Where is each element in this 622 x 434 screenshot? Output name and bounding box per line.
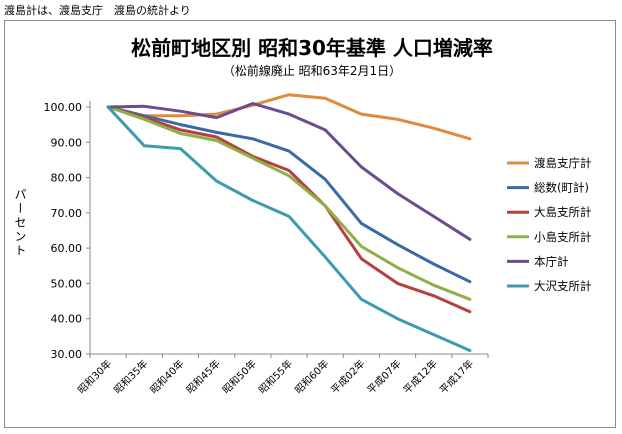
chart-subtitle: （松前線廃止 昭和63年2月1日） bbox=[223, 63, 401, 78]
y-tick-label: 100.00 bbox=[44, 101, 83, 114]
series-line-6 bbox=[106, 105, 472, 352]
x-tick-label: 平成07年 bbox=[364, 357, 403, 396]
series-line-1 bbox=[106, 93, 472, 141]
x-tick-label: 昭和40年 bbox=[147, 357, 186, 396]
y-tick-label: 50.00 bbox=[51, 277, 83, 290]
chart-frame bbox=[4, 20, 616, 428]
x-tick-label: 平成17年 bbox=[437, 357, 476, 396]
x-tick-label: 昭和55年 bbox=[256, 357, 295, 396]
legend-label: 大島支所計 bbox=[534, 205, 592, 219]
series-line-4 bbox=[106, 105, 472, 301]
legend-label: 本庁計 bbox=[534, 254, 569, 268]
legend-label: 総数(町計) bbox=[534, 181, 589, 195]
x-tick-label: 平成02年 bbox=[328, 357, 367, 396]
source-note: 渡島計は、渡島支庁 渡島の統計より bbox=[4, 4, 191, 17]
y-tick-label: 90.00 bbox=[51, 136, 83, 149]
series-line-2 bbox=[106, 105, 472, 284]
x-tick-label: 昭和60年 bbox=[292, 357, 331, 396]
x-tick-label: 昭和50年 bbox=[220, 357, 259, 396]
series-line-5 bbox=[106, 102, 472, 241]
legend-label: 大沢支所計 bbox=[534, 279, 592, 293]
y-tick-label: 60.00 bbox=[51, 242, 83, 255]
y-tick-label: 40.00 bbox=[51, 313, 83, 326]
y-tick-label: 30.00 bbox=[51, 348, 83, 361]
y-tick-label: 80.00 bbox=[51, 172, 83, 185]
x-tick-label: 昭和30年 bbox=[75, 357, 114, 396]
y-axis-label: パーセント bbox=[13, 188, 27, 258]
x-tick-label: 昭和45年 bbox=[183, 357, 222, 396]
series-line-3 bbox=[106, 105, 472, 314]
legend-label: 渡島支庁計 bbox=[534, 156, 592, 170]
x-tick-label: 昭和35年 bbox=[111, 357, 150, 396]
legend-label: 小島支所計 bbox=[534, 230, 592, 244]
chart-title: 松前町地区別 昭和30年基準 人口増減率 bbox=[131, 36, 493, 60]
x-tick-label: 平成12年 bbox=[400, 357, 439, 396]
y-tick-label: 70.00 bbox=[51, 207, 83, 220]
